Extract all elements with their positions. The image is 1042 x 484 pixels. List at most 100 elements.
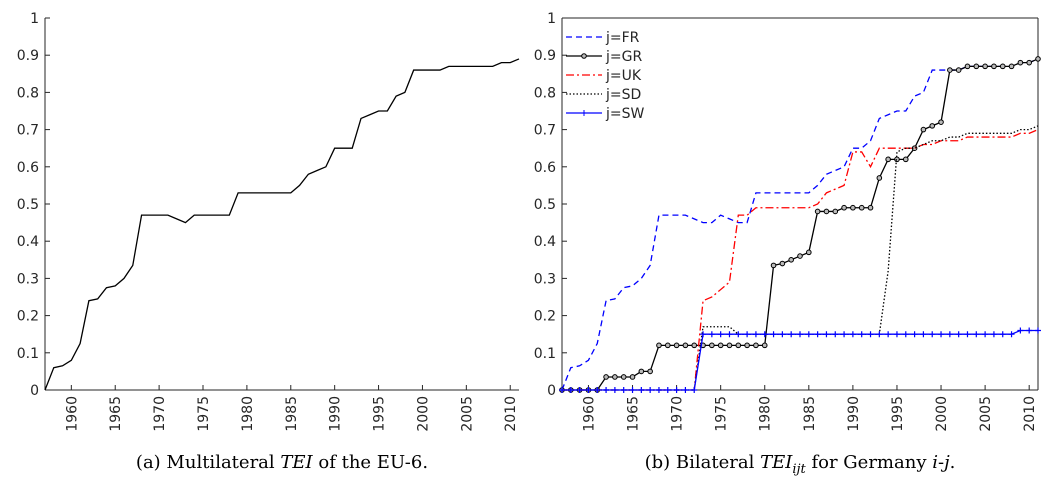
point: [744, 342, 750, 349]
point: [867, 204, 874, 211]
x-tick-label: 2005: [978, 396, 994, 432]
y-tick-label: 0.6: [17, 160, 39, 176]
point: [876, 331, 883, 338]
point: [717, 342, 724, 349]
x-tick-label: 1970: [152, 396, 168, 432]
legend-label: j=UK: [605, 68, 642, 84]
caption-part: i: [932, 452, 938, 473]
point: [770, 331, 777, 338]
y-tick-label: 0.2: [534, 309, 556, 325]
point: [867, 331, 874, 338]
y-tick-label: 0.4: [17, 234, 39, 250]
y-tick-label: 0: [547, 383, 556, 399]
x-tick-label: 1995: [890, 396, 906, 432]
point: [629, 387, 636, 393]
x-tick-label: 1965: [626, 396, 642, 432]
point: [893, 331, 900, 338]
point: [612, 374, 618, 380]
series-line: [44, 58, 520, 391]
point: [1035, 56, 1041, 62]
point: [832, 331, 839, 338]
point: [576, 387, 583, 393]
caption-part: (b) Bilateral: [645, 452, 760, 473]
x-tick-label: 1990: [846, 396, 862, 432]
y-tick-label: 0.9: [17, 48, 39, 64]
legend-marker: [581, 53, 587, 59]
y-tick-label: 0.8: [534, 85, 556, 101]
point: [629, 374, 636, 380]
point: [1026, 327, 1033, 334]
point: [849, 331, 856, 338]
point: [797, 331, 803, 338]
point: [735, 342, 742, 349]
point: [585, 387, 592, 393]
point: [973, 63, 980, 70]
point: [779, 260, 786, 267]
point: [1008, 63, 1015, 70]
caption-part: j: [940, 452, 950, 473]
point: [876, 175, 883, 181]
x-tick-label: 1975: [714, 396, 730, 432]
caption: (a) Multilateral TEI of the EU-6.: [136, 452, 428, 473]
point: [850, 204, 856, 211]
point: [814, 331, 821, 338]
point: [902, 331, 909, 338]
y-tick-label: 1: [30, 11, 39, 27]
series-line: [562, 129, 1039, 391]
point: [938, 119, 944, 125]
point: [620, 374, 627, 380]
x-tick-label: 1985: [802, 396, 818, 432]
point: [664, 387, 671, 393]
point: [973, 331, 980, 338]
point: [673, 342, 680, 349]
caption-part: -: [938, 452, 944, 473]
y-tick-label: 0.7: [17, 123, 39, 139]
point: [656, 342, 662, 349]
point: [955, 331, 962, 338]
point: [673, 387, 680, 393]
point: [655, 387, 662, 393]
caption-part: .: [950, 452, 956, 473]
point: [603, 374, 609, 380]
point: [858, 204, 865, 211]
y-tick-label: 0.8: [17, 85, 39, 101]
x-tick-label: 1965: [108, 396, 124, 432]
point: [991, 63, 997, 70]
point: [947, 67, 953, 73]
point: [999, 63, 1006, 70]
point: [982, 63, 988, 70]
x-tick-label: 1980: [758, 396, 774, 432]
point: [779, 331, 786, 338]
legend-label: j=GR: [605, 49, 642, 65]
point: [788, 257, 794, 263]
caption-part: (a) Multilateral: [136, 452, 280, 473]
legend-label: j=FR: [605, 30, 640, 46]
y-tick-label: 0.5: [17, 197, 39, 213]
point: [885, 331, 892, 338]
point: [823, 331, 830, 338]
point: [955, 67, 962, 73]
x-tick-label: 1975: [196, 396, 212, 432]
point: [611, 387, 618, 393]
y-tick-label: 0.7: [534, 123, 556, 139]
point: [752, 331, 759, 338]
point: [920, 126, 927, 133]
caption: (b) Bilateral TEIijt for Germany i-j.: [645, 452, 956, 477]
point: [946, 331, 953, 338]
y-tick-label: 1: [547, 11, 556, 27]
point: [806, 249, 812, 256]
point: [594, 387, 601, 393]
point: [797, 253, 803, 259]
x-tick-label: 2010: [503, 396, 519, 432]
point: [885, 156, 891, 163]
x-tick-label: 1960: [581, 396, 597, 432]
y-tick-label: 0.3: [534, 271, 556, 287]
point: [664, 342, 671, 349]
point: [929, 331, 936, 338]
point: [770, 262, 777, 269]
x-tick-label: 2010: [1022, 396, 1038, 432]
point: [744, 331, 751, 338]
y-tick-label: 0.1: [534, 346, 556, 362]
point: [814, 208, 821, 215]
point: [638, 387, 645, 393]
